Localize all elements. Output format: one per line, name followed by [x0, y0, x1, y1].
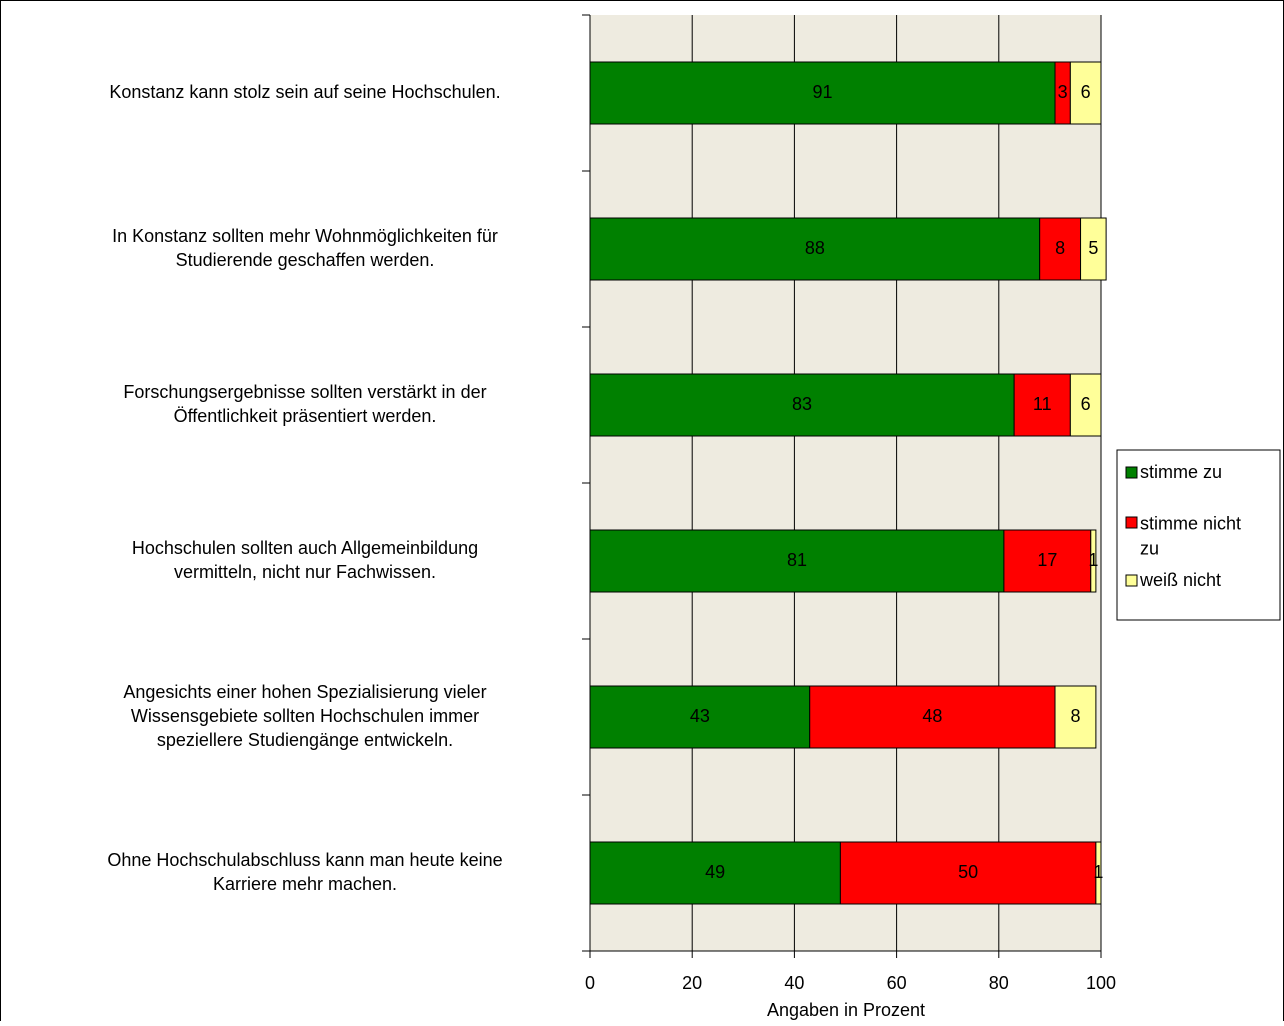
bar-segment: [589, 61, 1056, 125]
plot-area: [590, 15, 1101, 951]
x-axis-label: Angaben in Prozent: [767, 1000, 925, 1020]
bar-segment: [1095, 841, 1102, 905]
x-tick-label: 40: [784, 973, 804, 993]
bar-segment: [1003, 529, 1092, 593]
data-label: 6: [1081, 82, 1091, 102]
legend-label: weiß nicht: [1139, 570, 1221, 590]
legend-swatch: [1125, 574, 1138, 587]
x-tick-label: 60: [887, 973, 907, 993]
data-label: 50: [958, 862, 978, 882]
x-tick-label: 20: [682, 973, 702, 993]
data-label: 1: [1093, 862, 1103, 882]
data-label: 17: [1037, 550, 1057, 570]
x-tick-label: 80: [989, 973, 1009, 993]
y-tick-label: Konstanz kann stolz sein auf seine Hochs…: [109, 82, 500, 102]
data-label: 88: [805, 238, 825, 258]
data-label: 48: [922, 706, 942, 726]
bar-segment: [589, 529, 1005, 593]
legend-swatch: [1125, 466, 1138, 479]
bar-segment: [1080, 217, 1107, 281]
y-tick-label: Forschungsergebnisse sollten verstärkt i…: [123, 382, 486, 426]
legend-label: stimme nicht zu: [1140, 513, 1241, 558]
bar-segment: [1039, 217, 1082, 281]
data-label: 1: [1088, 550, 1098, 570]
data-label: 8: [1055, 238, 1065, 258]
bar-segment: [589, 685, 811, 749]
bar-segment: [589, 373, 1015, 437]
data-label: 11: [1033, 394, 1052, 414]
legend-label: stimme zu: [1140, 462, 1222, 482]
legend: [1116, 449, 1281, 621]
y-tick-label: In Konstanz sollten mehr Wohnmöglichkeit…: [112, 226, 498, 270]
y-tick-label: Ohne Hochschulabschluss kann man heute k…: [107, 850, 502, 894]
bar-segment: [839, 841, 1097, 905]
bar-segment: [1054, 685, 1097, 749]
data-label: 43: [690, 706, 710, 726]
bar-segment: [1069, 61, 1102, 125]
data-label: 3: [1058, 82, 1068, 102]
bar-segment: [1069, 373, 1102, 437]
data-label: 5: [1088, 238, 1098, 258]
data-label: 49: [705, 862, 725, 882]
data-label: 83: [792, 394, 812, 414]
bar-segment: [809, 685, 1056, 749]
y-tick-label: Hochschulen sollten auch Allgemeinbildun…: [132, 538, 478, 582]
bar-segment: [1090, 529, 1097, 593]
data-label: 81: [787, 550, 807, 570]
legend-swatch: [1125, 516, 1138, 529]
bar-segment: [589, 217, 1041, 281]
bar-segment: [589, 841, 841, 905]
x-tick-label: 0: [585, 973, 595, 993]
x-tick-label: 100: [1086, 973, 1116, 993]
data-label: 8: [1070, 706, 1080, 726]
y-tick-label: Angesichts einer hohen Spezialisierung v…: [123, 682, 486, 750]
data-label: 6: [1081, 394, 1091, 414]
data-label: 91: [812, 82, 832, 102]
